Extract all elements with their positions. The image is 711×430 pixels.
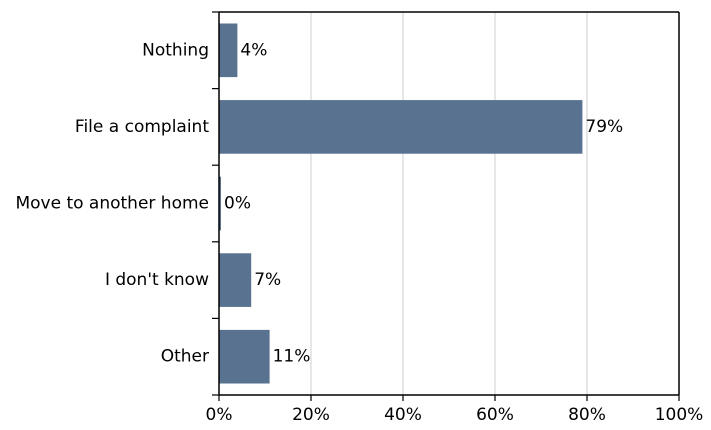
- x-tick-label: 20%: [292, 405, 330, 425]
- data-label: 4%: [240, 40, 267, 60]
- x-tick-label: 100%: [655, 405, 704, 425]
- data-label: 11%: [273, 347, 311, 367]
- bar: [219, 100, 583, 154]
- x-tick-label: 40%: [384, 405, 422, 425]
- data-label: 7%: [254, 270, 281, 290]
- x-tick-label: 80%: [568, 405, 606, 425]
- bar-layer: [219, 23, 583, 384]
- x-tick-label: 0%: [206, 405, 233, 425]
- data-label: 79%: [585, 117, 623, 137]
- x-tick-label: 60%: [476, 405, 514, 425]
- category-label: Nothing: [142, 40, 209, 60]
- category-label: I don't know: [105, 270, 209, 290]
- category-label: Other: [161, 347, 209, 367]
- grid-layer: [310, 12, 588, 395]
- category-label: File a complaint: [75, 117, 209, 137]
- axis-layer: [212, 11, 680, 401]
- bar: [219, 253, 252, 307]
- bar: [219, 329, 270, 384]
- bar: [219, 23, 238, 78]
- label-layer: 0% 20% 40% 60% 80% 100% Nothing 4% File a compla…: [15, 40, 703, 425]
- bar: [219, 176, 221, 231]
- data-label: 0%: [224, 194, 251, 214]
- category-label: Move to another home: [15, 194, 209, 214]
